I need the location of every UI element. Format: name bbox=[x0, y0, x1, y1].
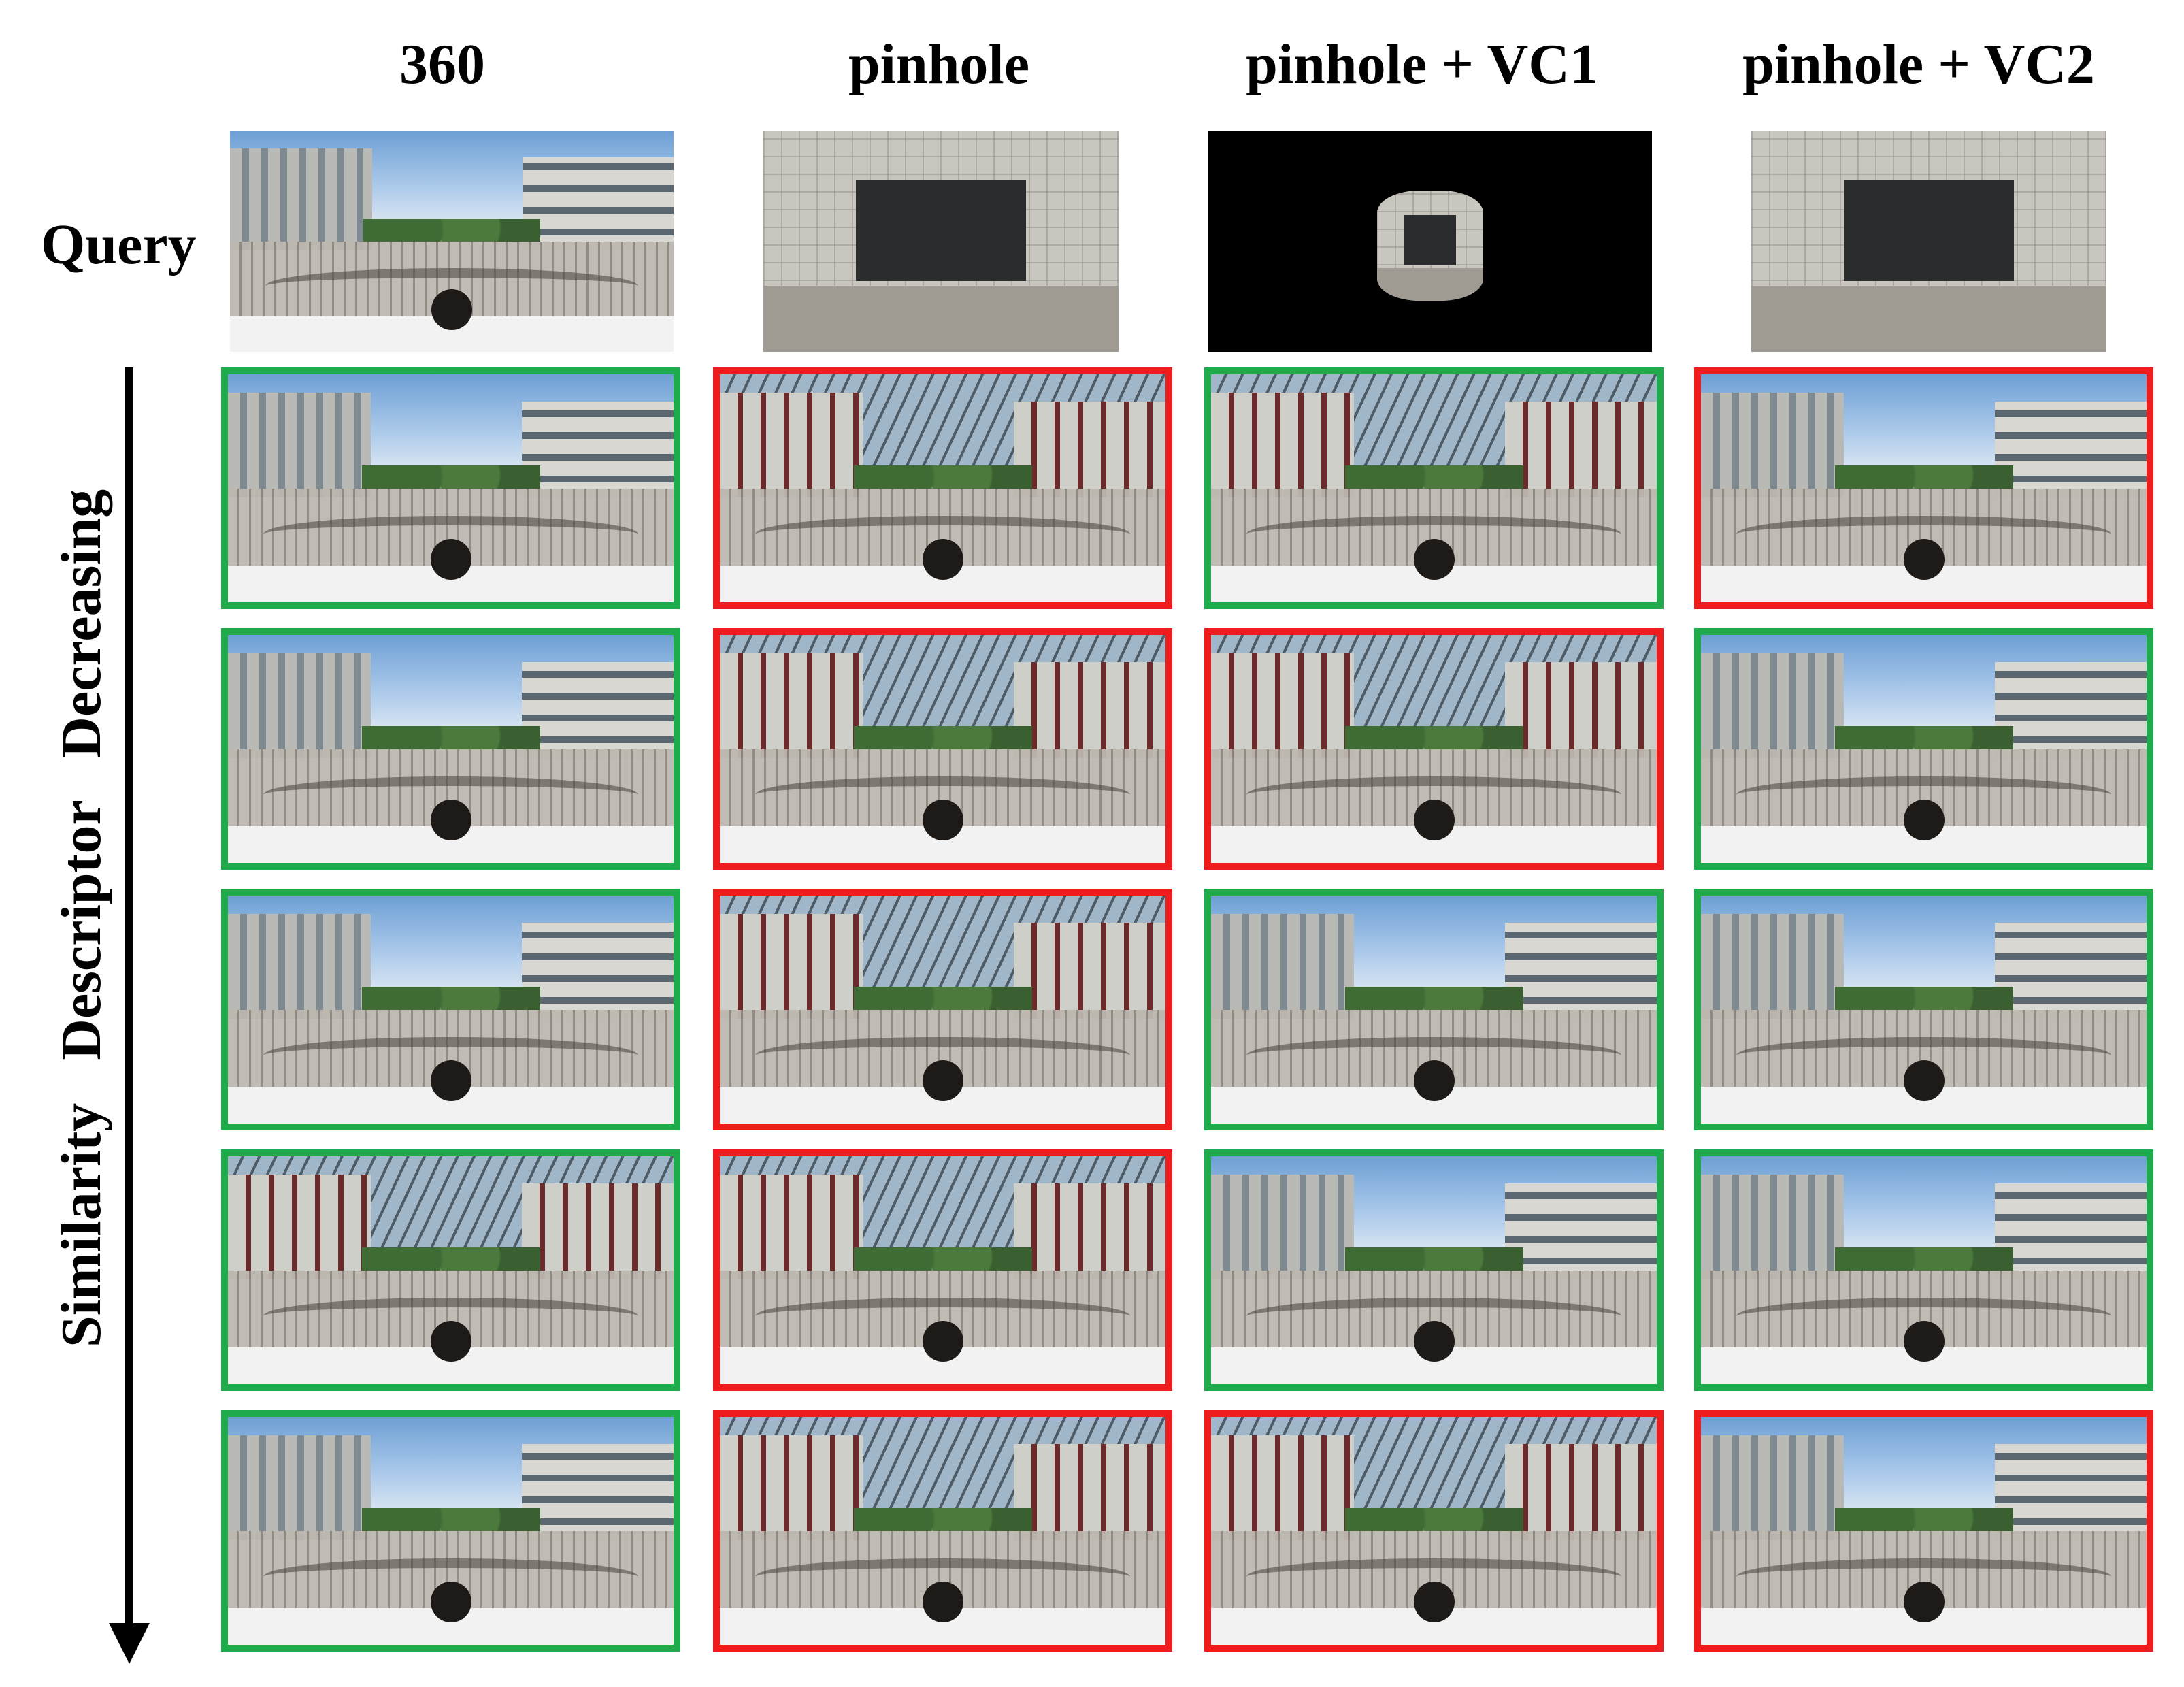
panorama-image bbox=[720, 1156, 1165, 1384]
decreasing-arrow-shaft bbox=[125, 367, 133, 1626]
retrieval-result-correct bbox=[221, 1149, 680, 1391]
retrieval-result-incorrect bbox=[713, 628, 1172, 870]
panorama-image bbox=[228, 635, 674, 863]
retrieval-result-correct bbox=[221, 889, 680, 1130]
retrieval-result-incorrect bbox=[713, 889, 1172, 1130]
retrieval-result-incorrect bbox=[1694, 1410, 2153, 1652]
panorama-image bbox=[1211, 1417, 1657, 1645]
retrieval-result-incorrect bbox=[713, 1410, 1172, 1652]
decreasing-arrow-head bbox=[109, 1623, 150, 1664]
panorama-image bbox=[1701, 896, 2147, 1124]
query-image-1 bbox=[763, 131, 1119, 352]
retrieval-result-incorrect bbox=[1694, 367, 2153, 609]
query-row-label: Query bbox=[41, 213, 197, 276]
panorama-image bbox=[720, 374, 1165, 602]
retrieval-result-incorrect bbox=[1204, 1410, 1664, 1652]
retrieval-result-correct bbox=[221, 628, 680, 870]
column-header-360: 360 bbox=[399, 33, 485, 96]
retrieval-result-incorrect bbox=[713, 1149, 1172, 1391]
panorama-image bbox=[1211, 1156, 1657, 1384]
column-header-pinhole: pinhole bbox=[848, 33, 1030, 96]
retrieval-result-correct bbox=[1204, 889, 1664, 1130]
retrieval-result-correct bbox=[1694, 1149, 2153, 1391]
panorama-image bbox=[1701, 635, 2147, 863]
query-image-3 bbox=[1751, 131, 2106, 352]
retrieval-result-correct bbox=[221, 1410, 680, 1652]
panorama-image bbox=[228, 374, 674, 602]
retrieval-result-correct bbox=[1204, 1149, 1664, 1391]
panorama-image bbox=[228, 896, 674, 1124]
panorama-image bbox=[228, 1417, 674, 1645]
column-header-pinhole-vc2: pinhole + VC2 bbox=[1742, 33, 2095, 96]
pinhole-image bbox=[1376, 190, 1484, 301]
panorama-image bbox=[720, 896, 1165, 1124]
panorama-image bbox=[230, 131, 674, 352]
column-header-pinhole-vc1: pinhole + VC1 bbox=[1246, 33, 1598, 96]
pinhole-image bbox=[763, 131, 1119, 352]
panorama-image bbox=[720, 635, 1165, 863]
retrieval-result-incorrect bbox=[713, 367, 1172, 609]
retrieval-result-correct bbox=[221, 367, 680, 609]
retrieval-result-incorrect bbox=[1204, 628, 1664, 870]
panorama-image bbox=[1701, 1156, 2147, 1384]
pinhole-image bbox=[1751, 131, 2106, 352]
retrieval-result-correct bbox=[1204, 367, 1664, 609]
panorama-image bbox=[1701, 1417, 2147, 1645]
panorama-image bbox=[1211, 374, 1657, 602]
panorama-image bbox=[228, 1156, 674, 1384]
similarity-axis-label: Similarity Descriptor Decreasing bbox=[50, 489, 113, 1347]
panorama-image bbox=[1211, 635, 1657, 863]
panorama-image bbox=[1211, 896, 1657, 1124]
panorama-image bbox=[1701, 374, 2147, 602]
panorama-image bbox=[720, 1417, 1165, 1645]
retrieval-result-correct bbox=[1694, 628, 2153, 870]
query-image-0 bbox=[230, 131, 674, 352]
retrieval-result-correct bbox=[1694, 889, 2153, 1130]
query-image-2 bbox=[1208, 131, 1652, 352]
